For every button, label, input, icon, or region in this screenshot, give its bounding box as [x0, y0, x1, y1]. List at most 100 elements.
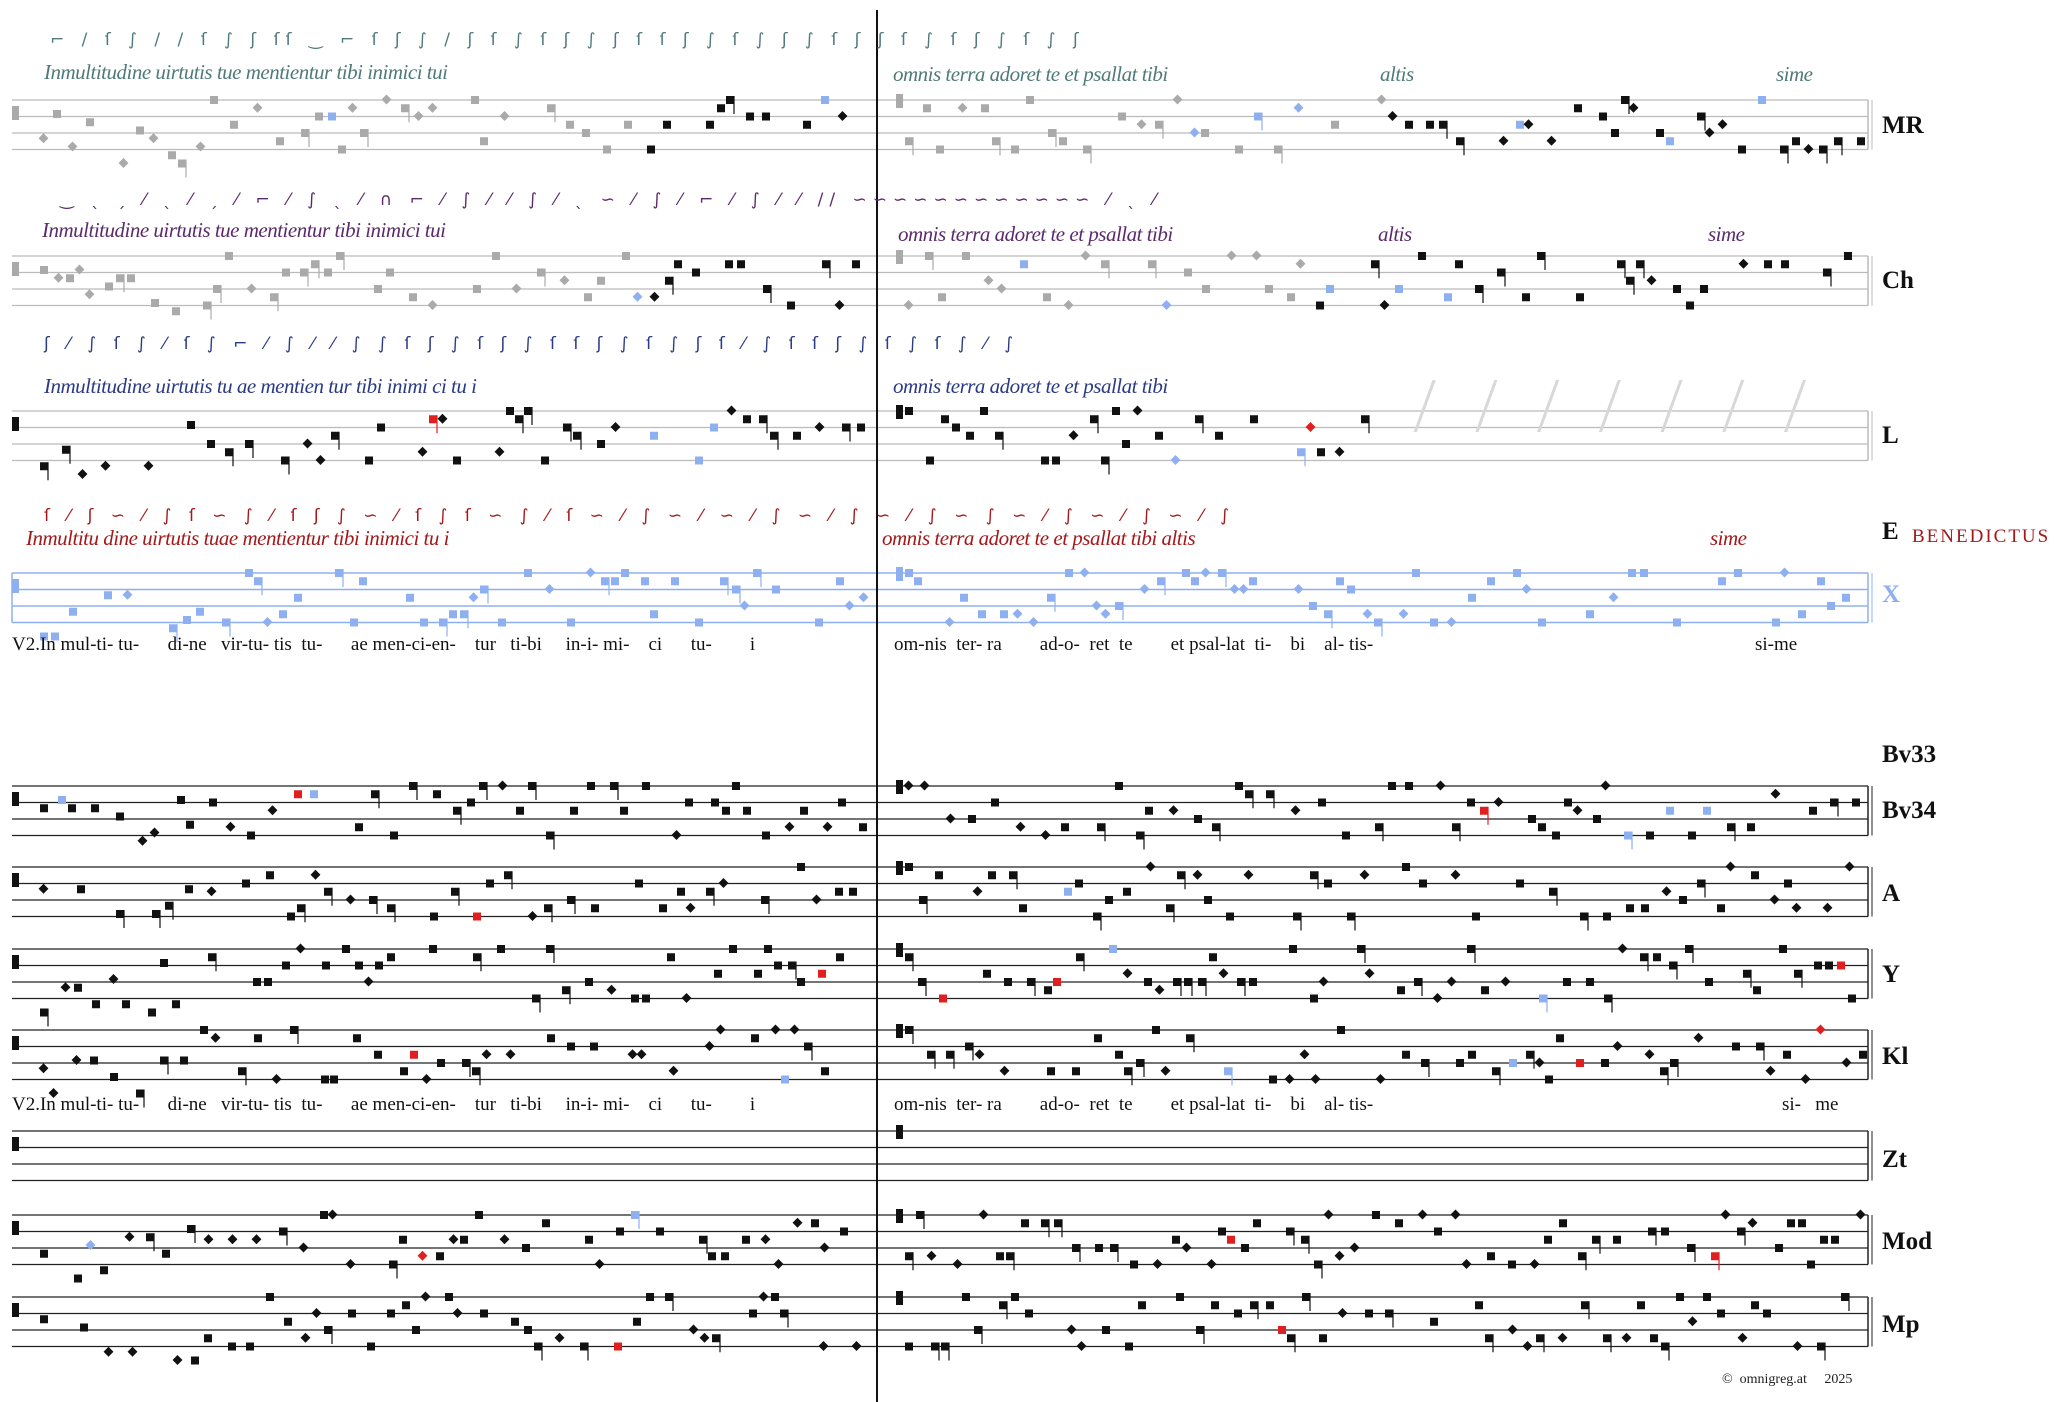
neume-punctum: [1006, 1252, 1014, 1261]
c-clef-icon: [896, 405, 903, 419]
neume-punctum: [1830, 798, 1838, 807]
neume-punctum: [58, 796, 66, 804]
neume-punctum: [1421, 1059, 1429, 1067]
neume-rhombus: [1417, 1209, 1428, 1220]
neume-punctum: [1784, 879, 1792, 888]
neume-rhombus: [60, 982, 71, 993]
neume-punctum: [859, 823, 867, 832]
neume-punctum: [445, 1293, 453, 1301]
neume-rhombus: [505, 1049, 516, 1060]
neumes-mr: ⌐ / ſ ∫ / / ſ ∫ ʃ ſſ ‿ ⌐ ſ ʃ ∫ / ʃ ſ ∫ ſ…: [50, 30, 1085, 50]
neume-punctum: [603, 145, 611, 154]
neumes-e: ſ ⁄ ʃ ∽ ⁄ ∫ ſ ∽ ∫ ⁄ ſ ʃ ∫ ∽ ⁄ ſ ∫ ſ ∽ ∫ …: [44, 506, 1236, 526]
neume-punctum: [1751, 1301, 1759, 1310]
neume-rhombus: [1136, 119, 1147, 130]
neume-punctum: [1317, 448, 1325, 457]
neume-punctum: [1670, 1059, 1678, 1067]
neume-rhombus: [85, 1240, 96, 1250]
neume-punctum: [122, 1000, 130, 1009]
neume-punctum: [1852, 798, 1860, 807]
neume-punctum: [927, 1050, 935, 1059]
neume-rhombus: [1100, 608, 1111, 619]
neume-punctum: [1095, 1244, 1103, 1252]
neume-punctum: [1820, 1235, 1828, 1244]
neume-rhombus: [1154, 984, 1165, 995]
neume-punctum: [1326, 285, 1334, 293]
neume-rhombus: [1521, 584, 1532, 594]
neume-punctum: [516, 806, 524, 815]
neume-punctum: [580, 1342, 588, 1351]
neume-punctum: [665, 1293, 673, 1301]
neume-punctum: [284, 1317, 292, 1326]
neume-punctum: [355, 961, 363, 970]
neume-rhombus: [544, 584, 555, 594]
neume-punctum: [475, 1211, 483, 1219]
neume-punctum: [642, 782, 650, 790]
neume-punctum: [1426, 120, 1434, 129]
neume-punctum: [279, 610, 287, 619]
neume-punctum: [918, 978, 926, 986]
neume-punctum: [635, 879, 643, 888]
neume-punctum: [631, 1211, 639, 1219]
neume-punctum: [788, 961, 796, 970]
neume-rhombus: [1628, 102, 1639, 113]
neume-punctum: [1660, 1067, 1668, 1076]
neume-punctum: [1842, 593, 1850, 602]
neume-punctum: [1717, 904, 1725, 913]
neume-punctum: [1287, 1334, 1295, 1343]
staff-label-l: L: [1882, 422, 1899, 449]
neume-punctum: [200, 1026, 208, 1034]
c-clef-icon: [12, 106, 19, 120]
neume-punctum: [849, 887, 857, 896]
neume-rhombus: [919, 780, 930, 791]
neume-punctum: [68, 804, 76, 813]
neume-rhombus: [1068, 430, 1079, 441]
neume-rhombus: [1132, 405, 1143, 416]
neume-rhombus: [1704, 127, 1715, 138]
neume-punctum: [714, 969, 722, 978]
neume-punctum: [659, 904, 667, 913]
neume-rhombus: [822, 821, 833, 832]
neume-rhombus: [1450, 869, 1461, 880]
neume-punctum: [562, 986, 570, 995]
neume-punctum: [168, 151, 176, 160]
neume-punctum: [1814, 961, 1822, 970]
neume-punctum: [387, 1309, 395, 1318]
neume-punctum: [528, 782, 536, 790]
c-clef-icon: [12, 579, 19, 593]
neume-rhombus: [1364, 968, 1375, 979]
neume-punctum: [547, 1034, 555, 1043]
lyrics-upper-right: om-nis ter- ra ad-o- ret te et psal-lat …: [894, 634, 1374, 655]
neume-punctum: [641, 577, 649, 586]
neume-rhombus: [48, 1088, 59, 1098]
neume-punctum: [1186, 1034, 1194, 1043]
neume-punctum: [1145, 806, 1153, 815]
neume-punctum: [430, 912, 438, 921]
neume-punctum: [1492, 1067, 1500, 1076]
neume-punctum: [1743, 969, 1751, 978]
neume-punctum: [1467, 945, 1475, 953]
neume-punctum: [818, 969, 826, 978]
neume-punctum: [1599, 112, 1607, 121]
lyrics-lower-left: V2.In mul-ti- tu- di-ne vir-tu- tis tu- …: [12, 1094, 756, 1115]
neume-rhombus: [792, 1217, 803, 1228]
neume-punctum: [160, 1056, 168, 1065]
neume-punctum: [547, 104, 555, 113]
neume-rhombus: [345, 1259, 356, 1269]
neume-punctum: [743, 806, 751, 815]
neume-rhombus: [1076, 1341, 1087, 1351]
neume-punctum: [1182, 569, 1190, 577]
neume-punctum: [486, 879, 494, 888]
neume-punctum: [1522, 293, 1530, 302]
neume-punctum: [1044, 986, 1052, 995]
staff-label-ch: Ch: [1882, 267, 1914, 294]
neume-rhombus: [311, 1308, 322, 1318]
neume-punctum: [506, 407, 514, 415]
neume-rhombus: [1841, 1057, 1852, 1068]
neume-punctum: [749, 1309, 757, 1318]
neume-rhombus: [203, 1234, 214, 1245]
neume-punctum: [80, 1323, 88, 1332]
neume-punctum: [1564, 798, 1572, 807]
neume-punctum: [180, 1056, 188, 1065]
manuscript-e-right: omnis terra adoret te et psallat tibi al…: [882, 526, 1196, 550]
